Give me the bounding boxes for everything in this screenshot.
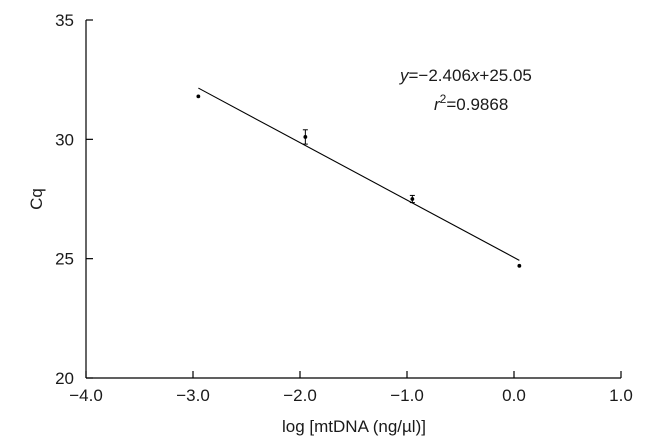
x-tick-label: −1.0 (390, 386, 424, 405)
r2-r: r (434, 95, 441, 114)
regression-equation: y=−2.406x+25.05 (399, 66, 532, 85)
regression-line (198, 87, 520, 261)
x-tick-label: 0.0 (502, 386, 526, 405)
y-axis-title: Cq (27, 188, 46, 210)
data-point (410, 197, 415, 201)
ticks: −4.0 −3.0 −2.0 −1.0 0.0 1.0 20 25 30 35 (55, 11, 633, 405)
x-tick-label: −4.0 (69, 386, 103, 405)
x-tick-label: −3.0 (176, 386, 210, 405)
data-point (196, 94, 201, 99)
data-point (517, 263, 522, 268)
r-squared: r2=0.9868 (434, 92, 508, 114)
y-tick-label: 30 (55, 130, 74, 149)
data-points (196, 94, 522, 268)
equation-intercept: +25.05 (479, 66, 531, 85)
x-tick-label: 1.0 (609, 386, 633, 405)
equation-slope: =−2.406 (409, 66, 471, 85)
data-point (303, 135, 308, 139)
equation-x-var: x (470, 66, 480, 85)
x-tick-label: −2.0 (283, 386, 317, 405)
y-tick-label: 35 (55, 11, 74, 30)
equation-y-var: y (399, 66, 410, 85)
y-tick-label: 25 (55, 250, 74, 269)
y-tick-label: 20 (55, 369, 74, 388)
fit-line-group (198, 87, 520, 261)
axes (85, 20, 621, 379)
x-axis-title: log [mtDNA (ng/µl)] (282, 417, 426, 436)
r2-superscript: 2 (440, 92, 447, 106)
r2-value: =0.9868 (446, 95, 508, 114)
